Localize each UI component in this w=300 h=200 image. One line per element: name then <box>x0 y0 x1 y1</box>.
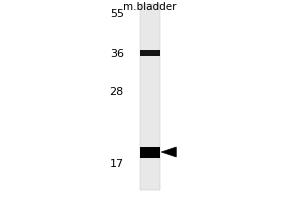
Bar <box>140 50 160 55</box>
Bar <box>140 146 160 158</box>
Text: 55: 55 <box>110 9 124 19</box>
Text: 17: 17 <box>110 159 124 169</box>
Text: m.bladder: m.bladder <box>123 2 177 12</box>
Text: 36: 36 <box>110 49 124 59</box>
Bar <box>140 4 160 190</box>
Polygon shape <box>161 147 176 157</box>
Text: 28: 28 <box>110 87 124 97</box>
